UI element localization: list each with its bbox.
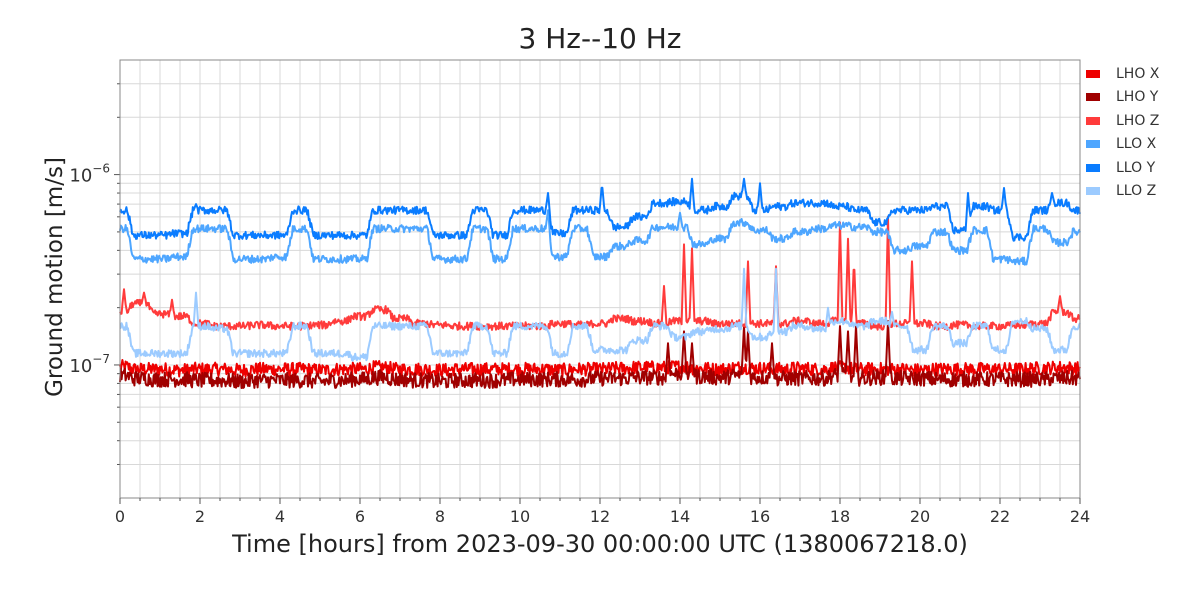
x-tick-label: 2 (195, 507, 205, 526)
legend: LHO X LHO Y LHO Z LLO X LLO Y LLO Z (1086, 62, 1159, 203)
series-line-lho-y (119, 320, 1081, 389)
x-tick-label: 8 (435, 507, 445, 526)
legend-swatch (1086, 93, 1100, 102)
legend-label: LHO Z (1116, 112, 1160, 129)
legend-swatch (1086, 163, 1100, 172)
y-tick-label: 10−6 (69, 162, 110, 187)
legend-swatch (1086, 116, 1100, 125)
y-tick-label: 10−7 (69, 352, 110, 377)
legend-label: LHO X (1116, 65, 1160, 82)
x-tick-label: 14 (670, 507, 690, 526)
legend-swatch (1086, 69, 1100, 78)
x-tick-label: 0 (115, 507, 125, 526)
x-tick-label: 4 (275, 507, 285, 526)
series-line-llo-x (119, 209, 1081, 266)
x-tick-label: 16 (750, 507, 770, 526)
series-line-lho-z (119, 215, 1081, 331)
x-tick-label: 20 (910, 507, 930, 526)
series-line-lho-x (119, 359, 1081, 378)
legend-swatch (1086, 140, 1100, 149)
legend-item: LHO X (1086, 62, 1159, 86)
y-axis-label: Ground motion [m/s] (42, 157, 68, 397)
legend-label: LHO Y (1116, 89, 1159, 106)
x-axis-label: Time [hours] from 2023-09-30 00:00:00 UT… (232, 530, 968, 558)
x-tick-label: 12 (590, 507, 610, 526)
legend-item: LLO Y (1086, 156, 1159, 180)
x-tick-label: 22 (990, 507, 1010, 526)
series-line-llo-y (119, 177, 1081, 242)
legend-item: LLO X (1086, 133, 1159, 157)
legend-label: LLO Z (1116, 183, 1157, 200)
x-tick-label: 24 (1070, 507, 1090, 526)
legend-item: LHO Z (1086, 109, 1159, 133)
legend-item: LHO Y (1086, 86, 1159, 110)
x-tick-label: 10 (510, 507, 530, 526)
legend-swatch (1086, 187, 1100, 196)
legend-label: LLO X (1116, 136, 1157, 153)
legend-item: LLO Z (1086, 180, 1159, 204)
legend-label: LLO Y (1116, 159, 1156, 176)
chart-title: 3 Hz--10 Hz (518, 22, 682, 55)
series-line-llo-z (119, 267, 1081, 362)
x-tick-label: 6 (355, 507, 365, 526)
x-tick-label: 18 (830, 507, 850, 526)
